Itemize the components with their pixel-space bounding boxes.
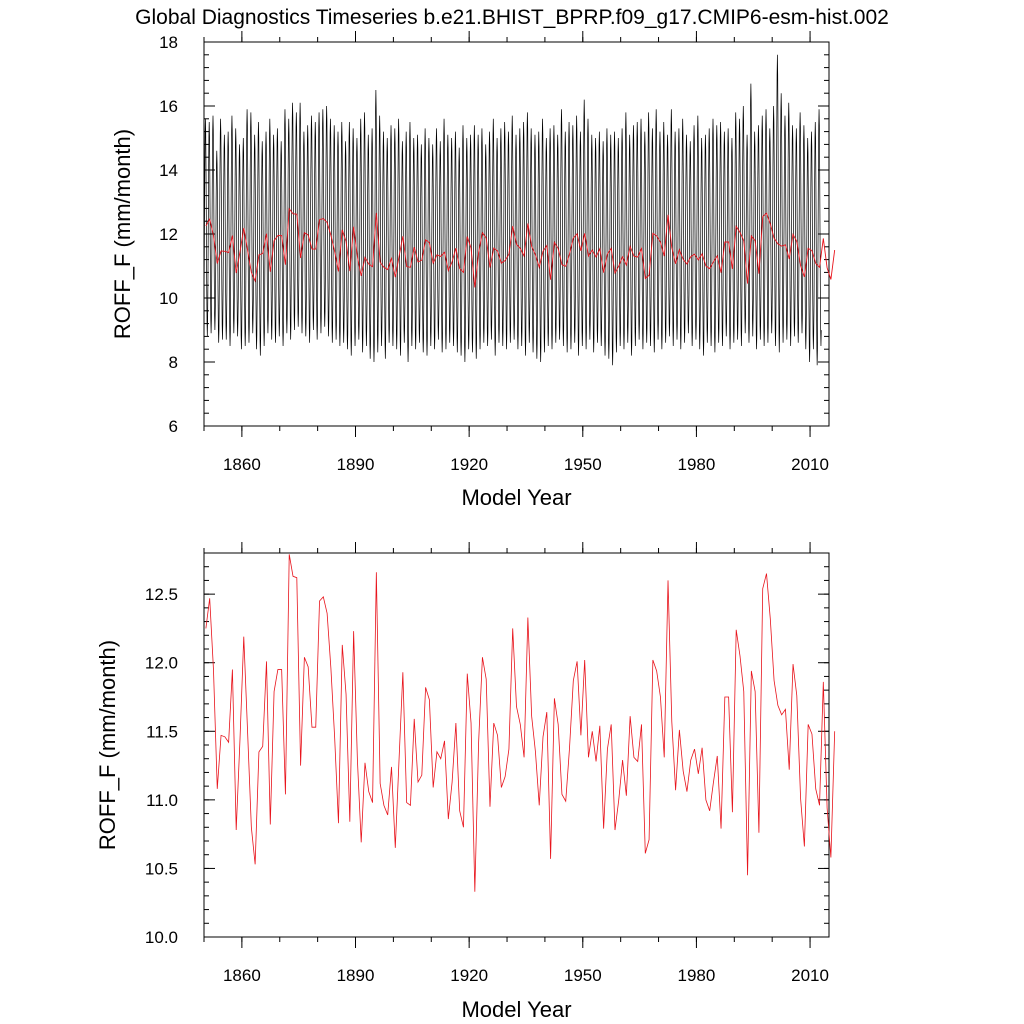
x-tick-label: 1980 xyxy=(678,966,716,985)
series-group xyxy=(205,554,836,892)
y-tick-label: 11.0 xyxy=(146,791,178,810)
y-tick-label: 6 xyxy=(169,417,178,436)
x-axis-ticks: 1860 1890 1920 1950 1980 2010 xyxy=(203,31,829,474)
y-tick-label: 11.5 xyxy=(146,722,178,741)
y-tick-label: 12.5 xyxy=(145,585,178,604)
monthly-series-line xyxy=(203,54,822,366)
x-tick-label: 2010 xyxy=(791,455,829,474)
y-axis-ticks: 10.0 10.5 11.0 11.5 12.0 12.5 xyxy=(145,552,829,947)
x-tick-label: 1920 xyxy=(450,455,488,474)
y-tick-label: 12.0 xyxy=(145,654,178,673)
x-tick-label: 1950 xyxy=(564,455,602,474)
y-tick-label: 10.0 xyxy=(145,928,178,947)
x-axis-label: Model Year xyxy=(461,997,571,1022)
y-tick-label: 16 xyxy=(159,97,178,116)
y-tick-label: 14 xyxy=(159,161,178,180)
monthly-timeseries-panel: 6 8 10 12 14 16 18 1860 1890 1920 1950 1980 2010 Mo… xyxy=(110,31,836,510)
figure-title: Global Diagnostics Timeseries b.e21.BHIS… xyxy=(135,6,889,29)
x-axis-ticks: 1860 1890 1920 1950 1980 2010 xyxy=(203,542,829,985)
y-tick-label: 8 xyxy=(169,353,178,372)
x-tick-label: 2010 xyxy=(791,966,829,985)
x-tick-label: 1980 xyxy=(678,455,716,474)
y-axis-label: ROFF_F (mm/month) xyxy=(95,640,120,850)
annual-mean-series-line xyxy=(205,554,836,892)
x-tick-label: 1860 xyxy=(223,455,261,474)
y-tick-label: 10 xyxy=(159,289,178,308)
x-axis-label: Model Year xyxy=(461,485,571,510)
y-axis-label: ROFF_F (mm/month) xyxy=(110,129,135,339)
y-tick-label: 18 xyxy=(159,33,178,52)
annual-mean-series-line xyxy=(205,207,836,288)
y-tick-label: 12 xyxy=(159,225,178,244)
series-group xyxy=(203,54,836,366)
x-tick-label: 1860 xyxy=(223,966,261,985)
y-tick-label: 10.5 xyxy=(145,859,178,878)
x-tick-label: 1950 xyxy=(564,966,602,985)
y-axis-ticks: 6 8 10 12 14 16 18 xyxy=(159,33,829,436)
x-tick-label: 1920 xyxy=(450,966,488,985)
annual-mean-panel: 10.0 10.5 11.0 11.5 12.0 12.5 1860 1890 1920 195… xyxy=(95,542,836,1022)
x-tick-label: 1890 xyxy=(337,455,375,474)
x-tick-label: 1890 xyxy=(337,966,375,985)
